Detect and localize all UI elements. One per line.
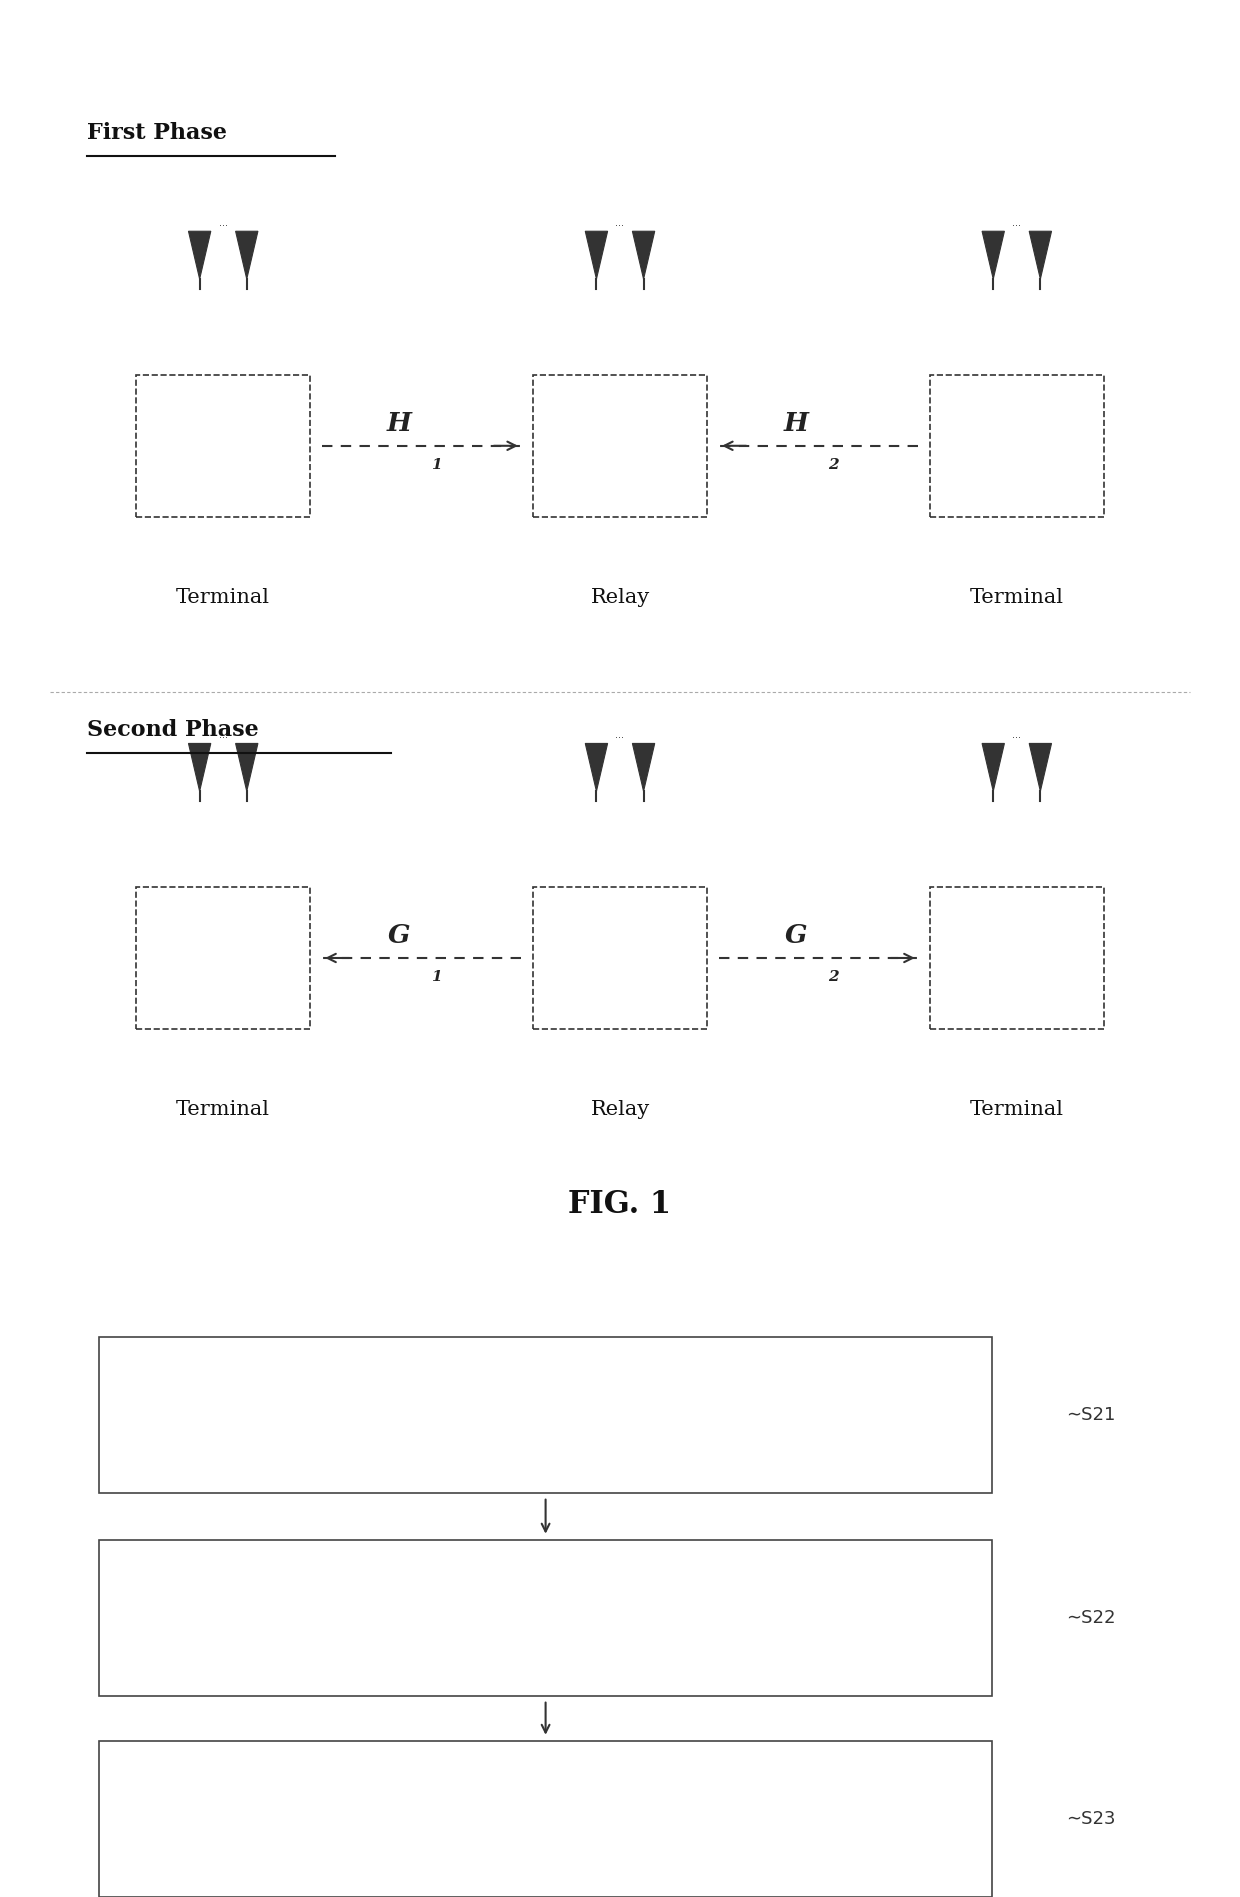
Text: T: T: [216, 425, 231, 448]
FancyBboxPatch shape: [533, 888, 707, 1028]
Polygon shape: [236, 744, 258, 791]
Text: G: G: [388, 922, 410, 948]
Text: Relay: Relay: [590, 1100, 650, 1119]
Text: ...: ...: [218, 730, 228, 740]
Text: ...: ...: [615, 730, 625, 740]
FancyBboxPatch shape: [533, 376, 707, 516]
Text: T: T: [1009, 937, 1024, 960]
Text: R: R: [611, 425, 629, 448]
Polygon shape: [632, 231, 655, 279]
Text: ∼S22: ∼S22: [1066, 1609, 1116, 1628]
Text: Terminal: Terminal: [176, 588, 270, 607]
Text: Terminal: Terminal: [970, 588, 1064, 607]
Text: ...: ...: [1012, 730, 1022, 740]
Text: Selecting a relay precoder with the best
performance from the candidate relay pr: Selecting a relay precoder with the best…: [316, 1796, 775, 1842]
Text: ∼S21: ∼S21: [1066, 1406, 1116, 1425]
Polygon shape: [982, 744, 1004, 791]
Polygon shape: [188, 231, 211, 279]
Text: 2: 2: [1038, 977, 1045, 988]
Text: ∼S23: ∼S23: [1066, 1810, 1116, 1829]
FancyBboxPatch shape: [136, 376, 310, 516]
Text: Terminal: Terminal: [176, 1100, 270, 1119]
Text: FIG. 1: FIG. 1: [568, 1189, 672, 1220]
Text: G: G: [785, 922, 807, 948]
Text: 1: 1: [244, 465, 252, 476]
Text: 2: 2: [828, 969, 838, 985]
Text: H: H: [387, 410, 412, 436]
Text: ...: ...: [218, 218, 228, 228]
Text: 1: 1: [432, 969, 441, 985]
FancyBboxPatch shape: [136, 888, 310, 1028]
Text: ...: ...: [615, 218, 625, 228]
Polygon shape: [1029, 231, 1052, 279]
Text: Second Phase: Second Phase: [87, 719, 259, 742]
Text: 1: 1: [244, 977, 252, 988]
FancyBboxPatch shape: [930, 888, 1104, 1028]
Polygon shape: [632, 744, 655, 791]
FancyBboxPatch shape: [930, 376, 1104, 516]
Text: Terminal: Terminal: [970, 1100, 1064, 1119]
Text: 1: 1: [432, 457, 441, 472]
FancyBboxPatch shape: [99, 1337, 992, 1493]
Text: 2: 2: [828, 457, 838, 472]
Text: H: H: [784, 410, 808, 436]
Text: Constructing a candidate relay precoding set based
on the two-way MIMO channel i: Constructing a candidate relay precoding…: [320, 1595, 771, 1641]
Polygon shape: [1029, 744, 1052, 791]
Text: T: T: [1009, 425, 1024, 448]
Text: ...: ...: [1012, 218, 1022, 228]
Polygon shape: [585, 744, 608, 791]
Text: Obtaining two-way MIMO channel information
between at least two terminals and a : Obtaining two-way MIMO channel informati…: [346, 1392, 745, 1438]
Polygon shape: [982, 231, 1004, 279]
Polygon shape: [188, 744, 211, 791]
Polygon shape: [585, 231, 608, 279]
Polygon shape: [236, 231, 258, 279]
Text: T: T: [216, 937, 231, 960]
Text: R: R: [611, 937, 629, 960]
Text: Relay: Relay: [590, 588, 650, 607]
Text: FIG. 2: FIG. 2: [568, 1829, 672, 1859]
FancyBboxPatch shape: [99, 1540, 992, 1696]
Text: 2: 2: [1038, 465, 1045, 476]
FancyBboxPatch shape: [99, 1741, 992, 1897]
Text: First Phase: First Phase: [87, 121, 227, 144]
